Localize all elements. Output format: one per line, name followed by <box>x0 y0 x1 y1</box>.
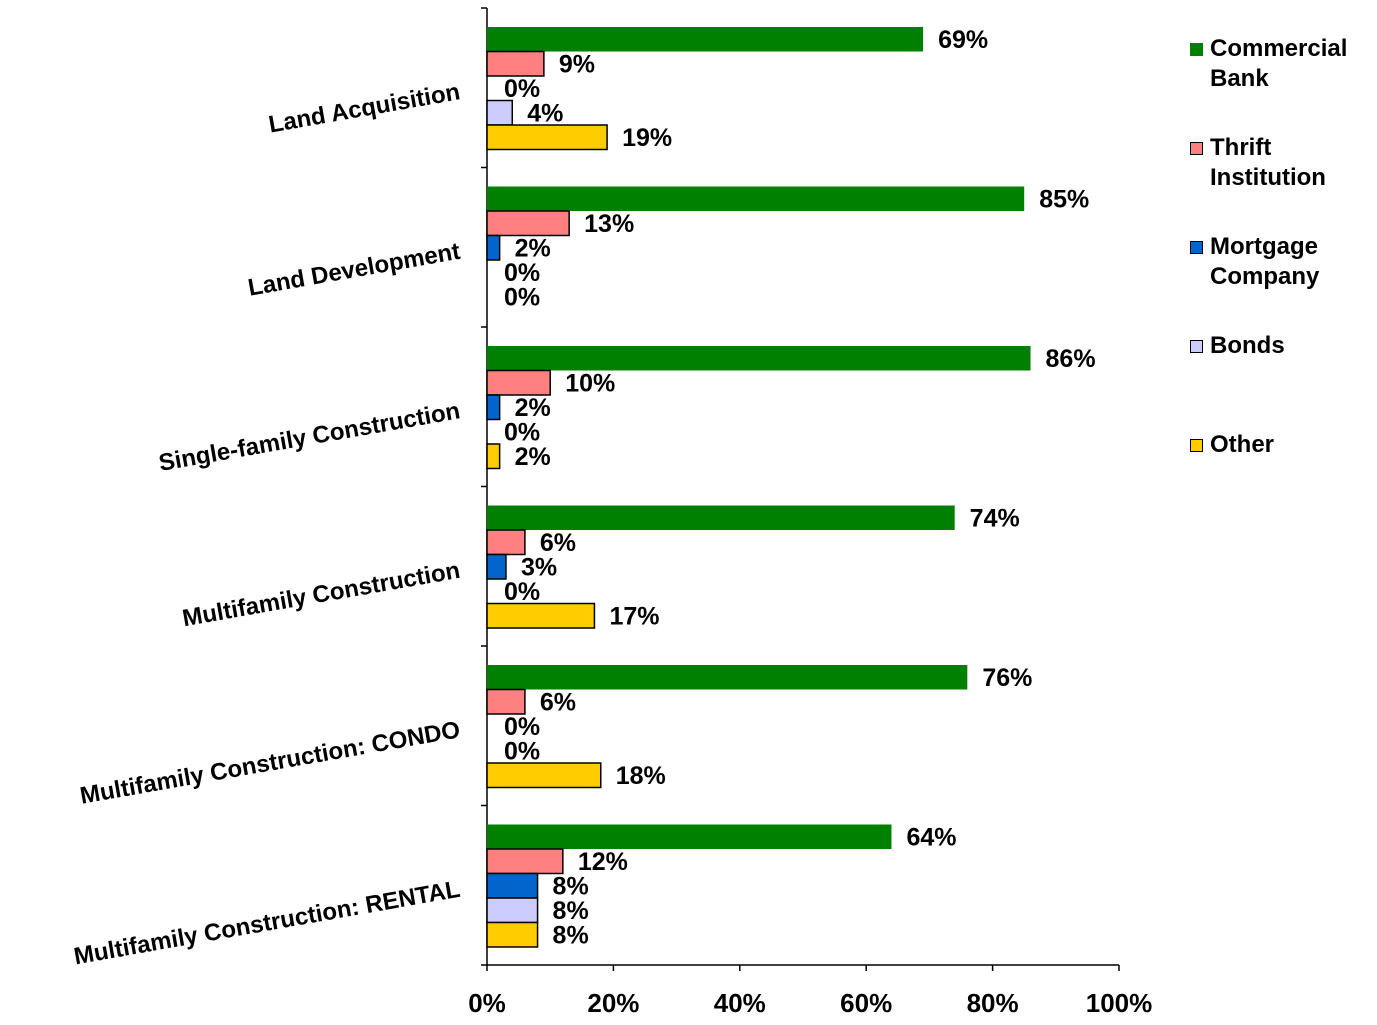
bar <box>486 99 514 126</box>
bar <box>486 688 526 715</box>
value-label: 64% <box>906 823 956 851</box>
value-label: 69% <box>938 26 988 54</box>
legend-label: Other <box>1210 431 1275 458</box>
value-label: 0% <box>504 283 540 311</box>
value-label: 8% <box>553 897 589 925</box>
bar <box>487 824 892 849</box>
bar <box>487 505 955 530</box>
value-label: 0% <box>504 737 540 765</box>
legend-item: Mortgage Company <box>1190 232 1365 292</box>
value-label: 0% <box>504 75 540 103</box>
value-label: 19% <box>622 124 672 152</box>
legend-item: Bonds <box>1190 331 1365 361</box>
x-tick-label: 20% <box>587 988 639 1018</box>
bar <box>486 443 501 470</box>
bar <box>486 762 602 789</box>
value-label: 6% <box>540 688 576 716</box>
value-label: 76% <box>982 664 1032 692</box>
legend-swatch <box>1190 43 1203 56</box>
bar <box>487 27 924 52</box>
legend-label: Mortgage Company <box>1210 233 1320 290</box>
value-label: 4% <box>527 99 563 127</box>
value-label: 8% <box>553 872 589 900</box>
legend-swatch <box>1190 241 1203 254</box>
legend-swatch <box>1190 439 1203 452</box>
x-tick-label: 80% <box>967 988 1019 1018</box>
value-label: 9% <box>559 50 595 78</box>
bar <box>487 186 1025 211</box>
legend-swatch <box>1190 340 1203 353</box>
bar <box>486 529 526 556</box>
legend-item: Other <box>1190 430 1365 460</box>
bar <box>486 394 501 421</box>
x-tick-label: 40% <box>714 988 766 1018</box>
category-label: Multifamily Construction: CONDO <box>78 716 462 810</box>
bar <box>486 210 570 237</box>
value-label: 13% <box>584 210 634 238</box>
value-label: 86% <box>1046 345 1096 373</box>
bar <box>486 50 545 77</box>
bar <box>486 553 507 580</box>
value-label: 0% <box>504 259 540 287</box>
value-label: 18% <box>616 762 666 790</box>
bar <box>486 602 596 629</box>
bar <box>487 665 968 690</box>
value-label: 2% <box>515 443 551 471</box>
x-tick-label: 0% <box>468 988 506 1018</box>
value-label: 2% <box>515 394 551 422</box>
value-label: 10% <box>565 369 615 397</box>
bar <box>486 234 501 261</box>
bar <box>486 848 564 875</box>
x-tick-label: 60% <box>840 988 892 1018</box>
x-tick-label: 100% <box>1086 988 1153 1018</box>
bar <box>486 872 539 899</box>
bar <box>486 369 551 396</box>
value-label: 0% <box>504 713 540 741</box>
value-label: 8% <box>553 921 589 949</box>
bar <box>486 897 539 924</box>
category-label: Land Development <box>246 238 462 302</box>
value-label: 74% <box>970 504 1020 532</box>
value-label: 12% <box>578 848 628 876</box>
legend-swatch <box>1190 142 1203 155</box>
bar <box>487 346 1031 371</box>
category-label: Multifamily Construction <box>180 557 462 632</box>
value-label: 3% <box>521 553 557 581</box>
legend-item: Thrift Institution <box>1190 133 1365 193</box>
value-label: 17% <box>609 602 659 630</box>
category-label: Single-family Construction <box>157 397 462 477</box>
value-label: 6% <box>540 529 576 557</box>
value-label: 2% <box>515 234 551 262</box>
value-label: 0% <box>504 578 540 606</box>
category-label: Multifamily Construction: RENTAL <box>72 876 462 971</box>
value-label: 85% <box>1039 185 1089 213</box>
value-label: 0% <box>504 418 540 446</box>
legend-label: Commercial Bank <box>1210 35 1348 92</box>
legend-label: Thrift Institution <box>1210 134 1326 191</box>
legend-item: Commercial Bank <box>1190 34 1365 94</box>
legend-label: Bonds <box>1210 332 1285 359</box>
bar <box>486 921 539 948</box>
bar <box>486 124 608 151</box>
category-label: Land Acquisition <box>267 78 463 138</box>
